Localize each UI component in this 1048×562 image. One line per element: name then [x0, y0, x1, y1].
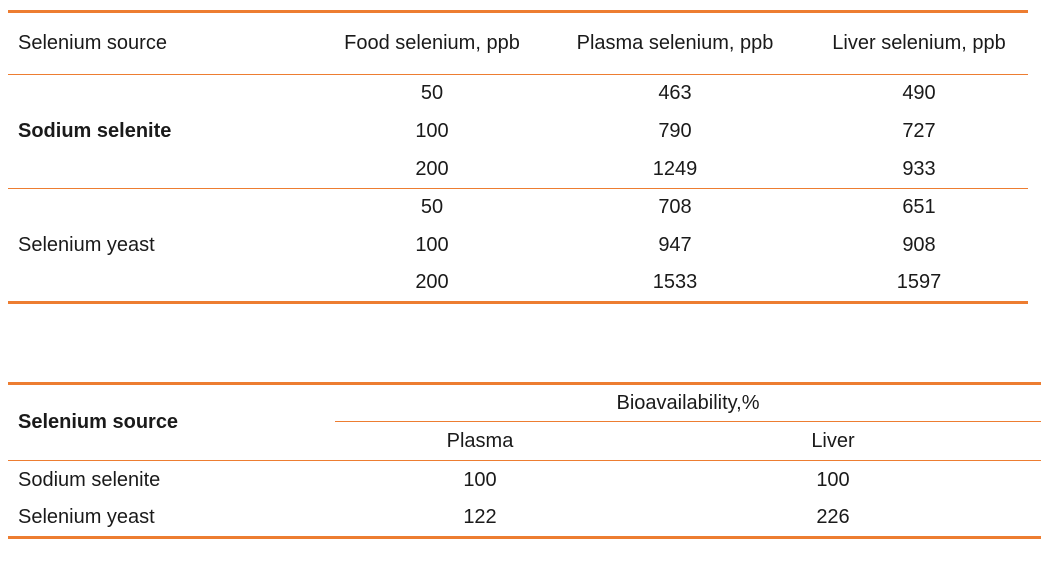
table-cell: 100	[816, 468, 850, 491]
table1-header-liver-selenium: Liver selenium, ppb	[810, 11, 1028, 75]
table-cell: 908	[902, 234, 936, 256]
selenium-content-table: Selenium source Food selenium, ppb Plasm…	[8, 10, 1028, 304]
table-cell: 50	[420, 196, 444, 219]
table-row: 100 790 727	[8, 113, 1028, 151]
table-row: 200 1533 1597	[8, 265, 1028, 303]
table-row: Sodium selenite 50 463 490	[8, 74, 1028, 189]
table-cell: 100	[415, 234, 449, 256]
bioavailability-table: Selenium source Bioavailability,% Plasma…	[8, 382, 1041, 539]
table-cell: 50	[420, 82, 444, 105]
table-row: Selenium yeast 50 708 651	[8, 189, 1028, 255]
table-cell: 1249	[540, 150, 810, 189]
table-row: 100 947 908	[8, 227, 1028, 265]
table2-header-bioavailability: Bioavailability,%	[335, 383, 1041, 422]
table2-header-row: Selenium source Bioavailability,%	[8, 383, 1041, 461]
table2-subheader-row: Plasma Liver	[8, 421, 1041, 461]
table-cell: 933	[810, 150, 1028, 189]
table-cell: 947	[658, 234, 692, 256]
table-cell: 200	[324, 150, 540, 189]
table-cell: 651	[902, 196, 936, 219]
table-cell: 727	[902, 120, 936, 142]
table1-group-sodium-selenite-label: Sodium selenite	[8, 74, 324, 189]
table1-header-selenium-source: Selenium source	[8, 11, 324, 75]
table2-header-selenium-source: Selenium source	[8, 383, 335, 461]
table-cell: 100	[415, 120, 449, 142]
table-cell: 100	[463, 468, 497, 491]
table-cell: 463	[658, 82, 692, 105]
table-row: Selenium yeast 122 226	[8, 500, 1041, 538]
table-cell: 708	[658, 196, 692, 219]
table1-header-row: Selenium source Food selenium, ppb Plasm…	[8, 11, 1028, 75]
table-row: Sodium selenite 100 100	[8, 461, 1041, 500]
table-cell: 790	[658, 120, 692, 142]
table-cell: 226	[816, 506, 850, 529]
table1-group-selenium-yeast-label: Selenium yeast	[18, 233, 155, 256]
table2-subheader-plasma: Plasma	[335, 421, 625, 461]
table-row: 200 1249 933	[8, 150, 1028, 189]
table2-row-sodium-selenite-label: Sodium selenite	[18, 468, 161, 491]
table1-header-food-selenium: Food selenium, ppb	[324, 11, 540, 75]
table-cell: 490	[902, 82, 936, 105]
table2-subheader-liver: Liver	[625, 421, 1041, 461]
table1-header-plasma-selenium: Plasma selenium, ppb	[540, 11, 810, 75]
table-cell: 1597	[896, 271, 942, 294]
table-cell: 122	[463, 506, 497, 529]
table-cell: 200	[415, 271, 449, 294]
table2-row-selenium-yeast-label: Selenium yeast	[18, 506, 155, 529]
table-cell: 1533	[652, 271, 698, 294]
